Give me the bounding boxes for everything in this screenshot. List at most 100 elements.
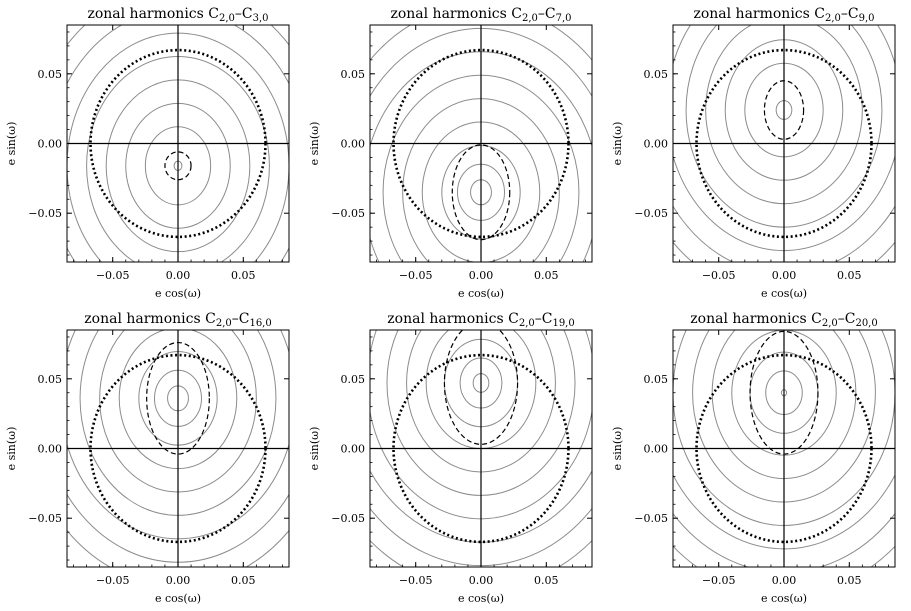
plot-area [67,25,289,262]
title-dash: –C [535,311,553,327]
x-tick-label: −0.05 [96,574,130,587]
y-tick-label: 0.00 [644,443,669,456]
x-tick-label: 0.05 [231,574,256,587]
title-prefix: zonal harmonics C [693,6,825,22]
x-tick-label: 0.00 [772,269,797,282]
dotted-circle [695,353,873,544]
dotted-circle [392,48,570,239]
x-tick-label: −0.05 [702,574,736,587]
x-tick-label: 0.00 [772,574,797,587]
title-prefix: zonal harmonics C [390,6,522,22]
y-tick-label: −0.05 [28,207,62,220]
y-tick-label: 0.00 [341,443,366,456]
dashed-contour [146,341,210,455]
panel-title: zonal harmonics C2,0–C20,0 [690,311,877,329]
x-tick-label: −0.05 [399,574,433,587]
y-tick-label: −0.05 [634,207,668,220]
panel-2: −0.05 0.00 0.05 −0.05 0.00 0.05 zonal harmonic… [308,6,593,300]
x-tick-label: 0.00 [469,574,494,587]
dotted-circle [89,353,267,544]
panel-title: zonal harmonics C2,0–C16,0 [84,311,271,329]
panel-title: zonal harmonics C2,0–C7,0 [390,6,571,24]
title-sub1: 2,0 [216,318,232,329]
y-tick-label: 0.00 [341,138,366,151]
title-sub2: 9,0 [859,13,875,24]
y-axis-label: e sin(ω) [308,122,321,166]
title-sub1: 2,0 [822,318,838,329]
panel-3: −0.05 0.00 0.05 −0.05 0.00 0.05 zonal harmonic… [611,6,896,300]
dotted-circle [392,353,570,544]
title-sub2: 7,0 [556,13,572,24]
panel-4: −0.05 0.00 0.05 −0.05 0.00 0.05 zonal harmonic… [5,311,290,605]
title-prefix: zonal harmonics C [690,311,822,327]
y-tick-label: 0.05 [644,373,669,386]
dashed-contour [164,151,192,181]
y-tick-label: 0.00 [38,138,63,151]
y-tick-label: 0.00 [38,443,63,456]
y-axis-label: e sin(ω) [5,427,18,471]
dotted-circle [695,48,873,239]
x-tick-label: 0.05 [534,269,559,282]
panel-6: −0.05 0.00 0.05 −0.05 0.00 0.05 zonal harmonic… [611,311,896,605]
title-prefix: zonal harmonics C [387,311,519,327]
x-axis-label: e cos(ω) [155,592,201,605]
title-prefix: zonal harmonics C [87,6,219,22]
y-axis-label: e sin(ω) [611,122,624,166]
y-tick-label: 0.05 [341,68,366,81]
contour-line [673,241,895,262]
title-dash: –C [838,311,856,327]
title-dash: –C [841,6,859,22]
plot-area [673,25,895,262]
x-tick-label: 0.05 [231,269,256,282]
x-axis-label: e cos(ω) [458,287,504,300]
contour-line [673,545,895,567]
y-axis-label: e sin(ω) [5,122,18,166]
x-tick-label: 0.00 [166,574,191,587]
contour-line [673,205,895,262]
y-tick-label: −0.05 [28,512,62,525]
x-tick-label: −0.05 [702,269,736,282]
x-axis-label: e cos(ω) [155,287,201,300]
x-tick-label: 0.00 [166,269,191,282]
title-prefix: zonal harmonics C [84,311,216,327]
title-dash: –C [235,6,253,22]
plot-area [67,330,289,567]
x-tick-label: −0.05 [96,269,130,282]
title-sub2: 20,0 [855,318,877,329]
title-sub1: 2,0 [219,13,235,24]
title-sub2: 16,0 [249,318,271,329]
x-axis-label: e cos(ω) [761,287,807,300]
x-tick-label: 0.00 [469,269,494,282]
title-dash: –C [232,311,250,327]
title-sub1: 2,0 [522,13,538,24]
y-tick-label: 0.05 [341,373,366,386]
y-tick-label: 0.05 [38,373,63,386]
y-tick-label: −0.05 [634,512,668,525]
panel-1: −0.05 0.00 0.05 −0.05 0.00 0.05 zonal harmonic… [5,6,290,300]
title-sub2: 19,0 [552,318,574,329]
y-axis-label: e sin(ω) [308,427,321,471]
y-tick-label: −0.05 [331,512,365,525]
panel-5: −0.05 0.00 0.05 −0.05 0.00 0.05 zonal harmonic… [308,311,593,605]
dashed-contour [763,80,805,140]
panel-title: zonal harmonics C2,0–C19,0 [387,311,574,329]
y-tick-label: 0.05 [644,68,669,81]
y-tick-label: 0.00 [644,138,669,151]
x-axis-label: e cos(ω) [761,592,807,605]
plot-area [673,330,895,567]
x-tick-label: −0.05 [399,269,433,282]
title-sub1: 2,0 [519,318,535,329]
x-tick-label: 0.05 [837,269,862,282]
dashed-contour [451,144,511,241]
y-tick-label: −0.05 [331,207,365,220]
x-tick-label: 0.05 [534,574,559,587]
panel-title: zonal harmonics C2,0–C9,0 [693,6,874,24]
dashed-contour [443,330,519,445]
x-tick-label: 0.05 [837,574,862,587]
x-axis-label: e cos(ω) [458,592,504,605]
dotted-circle [89,48,267,239]
title-sub2: 3,0 [253,13,269,24]
y-axis-label: e sin(ω) [611,427,624,471]
title-sub1: 2,0 [825,13,841,24]
